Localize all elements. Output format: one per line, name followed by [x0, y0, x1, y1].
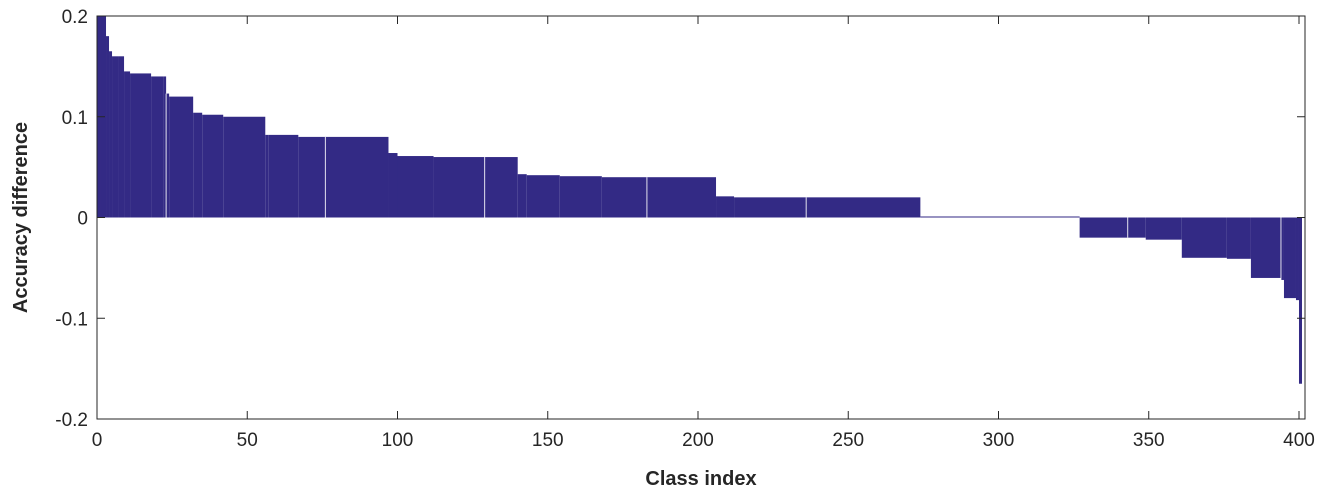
bar-40 — [1295, 217, 1299, 301]
y-tick-label-4: 0.2 — [62, 7, 88, 28]
y-axis-label: Accuracy difference — [10, 122, 32, 313]
bar-18 — [325, 136, 389, 218]
bar-27 — [646, 177, 717, 218]
bar-5 — [118, 56, 125, 218]
bar-19 — [388, 153, 398, 218]
x-tick-label-150: 150 — [532, 430, 564, 451]
bar-22 — [484, 157, 518, 218]
bar-4 — [112, 56, 119, 218]
bar-8 — [151, 76, 164, 218]
bar-20 — [397, 156, 434, 218]
bar-15 — [265, 134, 269, 218]
bar-34 — [1145, 217, 1182, 240]
bar-30 — [806, 197, 921, 218]
bar-25 — [559, 176, 602, 218]
y-tick-label-2: 0 — [77, 209, 88, 230]
bar-23 — [517, 174, 527, 218]
x-tick-label-250: 250 — [832, 430, 864, 451]
bar-41 — [1298, 217, 1302, 384]
x-tick-label-50: 50 — [237, 430, 258, 451]
bar-16 — [268, 134, 299, 218]
bar-29 — [734, 197, 807, 218]
bar-11 — [169, 96, 194, 218]
bar-31 — [920, 216, 1080, 218]
tick-label-group: 0 50 100 150 200 250 300 350 400 -0.2 -0.1 0 0.1 0.2 — [55, 7, 1315, 451]
bar-35 — [1181, 217, 1227, 258]
x-tick-label-400: 400 — [1283, 430, 1315, 451]
bar-38 — [1280, 217, 1284, 280]
bar-33 — [1127, 217, 1146, 238]
bar-37 — [1250, 217, 1281, 278]
x-tick-label-350: 350 — [1133, 430, 1165, 451]
bar-13 — [202, 114, 224, 218]
y-tick-label-1: -0.1 — [55, 309, 88, 330]
bar-39 — [1283, 217, 1296, 299]
bar-9 — [163, 76, 167, 218]
y-tick-label-0: -0.2 — [55, 410, 88, 431]
bar-14 — [223, 116, 266, 218]
bar-6 — [124, 71, 131, 218]
y-tick-label-3: 0.1 — [62, 108, 88, 129]
bar-2 — [106, 36, 110, 218]
bar-12 — [193, 112, 203, 218]
bar-3 — [109, 51, 113, 218]
x-tick-label-300: 300 — [983, 430, 1015, 451]
bar-36 — [1226, 217, 1251, 259]
bar-28 — [716, 196, 735, 218]
bar-group — [97, 16, 1302, 384]
bar-21 — [433, 157, 485, 218]
bar-24 — [526, 175, 560, 218]
bar-32 — [1079, 217, 1128, 238]
bar-17 — [298, 136, 326, 218]
x-tick-label-0: 0 — [92, 430, 103, 451]
bar-7 — [130, 73, 152, 218]
bar-10 — [166, 93, 170, 218]
bar-26 — [601, 177, 647, 218]
tick-group — [96, 15, 1305, 420]
x-axis-label: Class index — [645, 468, 756, 490]
x-tick-label-100: 100 — [382, 430, 414, 451]
x-tick-label-200: 200 — [682, 430, 714, 451]
